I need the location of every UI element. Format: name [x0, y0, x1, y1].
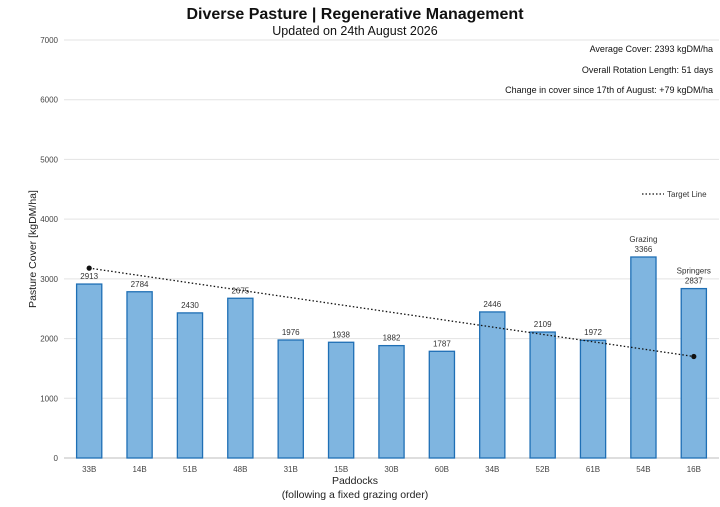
x-tick-label: 16B — [687, 465, 701, 474]
data-label-52b: 2109 — [534, 320, 552, 329]
bars — [75, 256, 708, 459]
bar-33b — [75, 283, 103, 459]
legend: Target Line — [642, 190, 707, 199]
x-tick-label: 31B — [284, 465, 298, 474]
target-line-start-marker — [86, 265, 92, 271]
y-tick-label: 3000 — [40, 275, 58, 284]
x-tick-label: 33B — [82, 465, 96, 474]
x-axis-ticks: 33B 14B 51B 48B 31B 15B 30B 60B 34B 52B 61B 54B 16B — [82, 465, 701, 474]
y-tick-label: 1000 — [40, 394, 58, 403]
annotation-average-cover: Average Cover: 2393 kgDM/ha — [590, 44, 713, 54]
y-axis-ticks: 0 1000 2000 3000 4000 5000 6000 7000 — [40, 36, 58, 463]
data-label-31b: 1976 — [282, 328, 300, 337]
x-tick-label: 60B — [435, 465, 449, 474]
data-label-34b: 2446 — [483, 300, 501, 309]
y-tick-label: 5000 — [40, 155, 58, 164]
data-label-60b: 1787 — [433, 339, 451, 348]
chart-title: Diverse Pasture | Regenerative Managemen… — [186, 6, 524, 23]
bar-30b — [378, 344, 405, 459]
bar-31b — [277, 339, 304, 459]
y-tick-label: 6000 — [40, 96, 58, 105]
y-tick-label: 7000 — [40, 36, 58, 45]
x-tick-label: 34B — [485, 465, 499, 474]
bar-16b — [680, 287, 708, 459]
x-tick-label: 14B — [132, 465, 146, 474]
x-tick-label: 61B — [586, 465, 600, 474]
y-tick-label: 4000 — [40, 215, 58, 224]
x-tick-label: 54B — [636, 465, 650, 474]
y-axis-label: Pasture Cover [kgDM/ha] — [27, 190, 39, 308]
annotations: Average Cover: 2393 kgDM/ha Overall Rota… — [505, 44, 713, 95]
x-tick-label: 48B — [233, 465, 247, 474]
data-label-33b: 2913 — [80, 272, 98, 281]
data-labels: 2913278424302675197619381882178724462109… — [80, 235, 711, 348]
bar-48b — [227, 297, 254, 459]
bar-15b — [327, 341, 355, 459]
x-axis-label: Paddocks — [332, 475, 378, 487]
chart-subtitle: Updated on 24th August 2026 — [272, 24, 437, 38]
target-line-group — [86, 265, 697, 360]
target-line-end-marker — [691, 353, 697, 360]
data-label-51b: 2430 — [181, 301, 199, 310]
annotation-rotation-length: Overall Rotation Length: 51 days — [582, 65, 714, 75]
data-label-54b: 3366 — [635, 245, 653, 254]
data-label-14b: 2784 — [131, 280, 149, 289]
x-axis-sublabel: (following a fixed grazing order) — [282, 489, 429, 501]
bar-52b — [529, 331, 556, 459]
x-tick-label: 52B — [536, 465, 550, 474]
bar-61b — [579, 339, 607, 459]
x-tick-label: 15B — [334, 465, 348, 474]
bar-tag-54b: Grazing — [629, 235, 657, 244]
gridlines — [64, 39, 719, 459]
x-tick-label: 51B — [183, 465, 197, 474]
bar-34b — [479, 311, 506, 459]
bar-14b — [126, 291, 153, 459]
data-label-15b: 1938 — [332, 330, 350, 339]
bar-51b — [176, 312, 204, 459]
data-label-30b: 1882 — [383, 334, 401, 343]
bar-60b — [428, 350, 456, 459]
data-label-16b: 2837 — [685, 277, 703, 286]
y-tick-label: 0 — [54, 454, 59, 463]
bar-54b — [630, 256, 657, 459]
data-label-61b: 1972 — [584, 328, 602, 337]
annotation-change-in-cover: Change in cover since 17th of August: +7… — [505, 85, 713, 95]
bar-tag-16b: Springers — [677, 267, 711, 276]
x-tick-label: 30B — [384, 465, 398, 474]
y-tick-label: 2000 — [40, 335, 58, 344]
legend-target-line-label: Target Line — [667, 190, 707, 199]
